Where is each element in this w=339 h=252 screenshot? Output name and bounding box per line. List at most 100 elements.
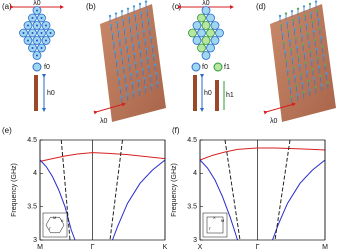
pin-head	[308, 41, 311, 44]
panel-label: (e)	[2, 126, 12, 135]
pin-head	[144, 0, 148, 3]
pin-head	[146, 9, 149, 12]
unit-cell	[206, 43, 215, 53]
h1-label: h1	[226, 92, 234, 99]
pin-head	[285, 59, 288, 63]
pin-head	[128, 16, 131, 19]
h0-label: h0	[47, 90, 55, 97]
pin-head	[284, 12, 288, 15]
dispersion-curve	[199, 159, 238, 241]
pin-head	[120, 48, 123, 51]
pin-head	[125, 84, 128, 87]
pin-head	[147, 65, 151, 69]
pin-head	[138, 2, 142, 6]
plot-frame	[39, 139, 166, 241]
unit-cell	[201, 21, 211, 30]
f1-label: f1	[224, 64, 230, 71]
resonator	[191, 62, 201, 72]
pin-head	[153, 63, 157, 66]
pin-head	[288, 39, 292, 42]
inset-label: X	[213, 215, 216, 220]
pin-head	[128, 63, 131, 67]
y-tick-label: 3	[33, 237, 37, 244]
inset-label: K	[61, 218, 64, 223]
pin-head	[121, 57, 124, 60]
pin-head	[301, 82, 304, 85]
pin	[36, 24, 38, 27]
rod	[34, 75, 38, 111]
rod	[215, 80, 219, 111]
unit-cell	[188, 28, 197, 38]
pin-head	[292, 19, 295, 22]
pin	[40, 17, 43, 19]
pin-head	[320, 36, 323, 39]
hex-lattice	[19, 6, 55, 60]
panel-label: (d)	[256, 2, 266, 11]
pin-head	[138, 41, 141, 44]
pin-head	[303, 52, 306, 55]
f0-label: f0	[202, 64, 208, 71]
y-axis-label: Frequency (GHz)	[11, 163, 18, 217]
pin-head	[295, 84, 298, 87]
pin-head	[281, 32, 284, 36]
unit-cell	[197, 43, 206, 53]
pin-head	[311, 20, 314, 24]
pin-head	[112, 41, 116, 45]
pin-head	[135, 70, 139, 74]
dispersion-curve	[39, 159, 76, 241]
pin-head	[290, 48, 293, 51]
pin-head	[120, 10, 124, 13]
pin-head	[140, 59, 143, 62]
pin-head	[155, 72, 158, 75]
pin-head	[299, 73, 303, 76]
pin-head	[114, 50, 117, 54]
pin-head	[141, 20, 144, 24]
pin-head	[141, 68, 145, 71]
brillouin-zone	[206, 216, 224, 234]
y-tick-label: 4.5	[27, 137, 37, 144]
pin-head	[132, 43, 135, 46]
pin-head	[319, 74, 322, 78]
pin-head	[294, 37, 298, 40]
pin-head	[116, 68, 120, 72]
x-tick-label: M	[322, 244, 328, 251]
unit-cell	[201, 36, 211, 45]
dispersion-curve	[224, 139, 241, 241]
pin-head	[130, 34, 134, 37]
pin-head	[323, 63, 327, 66]
pin	[22, 32, 25, 34]
pin	[36, 9, 38, 12]
pin-head	[305, 70, 309, 74]
pin-head	[302, 5, 306, 8]
resonator	[32, 62, 42, 72]
pin-head	[115, 59, 118, 63]
inset-label: M	[53, 215, 56, 220]
f0-label: f0	[44, 64, 50, 71]
dispersion-curve	[60, 139, 71, 241]
pin	[31, 32, 34, 34]
pin-head	[308, 88, 311, 92]
pin-head	[286, 21, 289, 24]
pin-head	[146, 56, 149, 60]
pin-head	[134, 14, 137, 17]
unit-cell	[210, 36, 220, 45]
pin-head	[300, 34, 304, 37]
square-lattice	[188, 6, 224, 60]
pin-head	[302, 43, 305, 46]
dispersion-curve	[109, 139, 123, 241]
pin-head	[151, 45, 154, 48]
pin-head	[116, 21, 119, 24]
pin-array	[278, 0, 329, 103]
pin-head	[280, 23, 283, 27]
x-tick-label: X	[198, 244, 203, 251]
pin-head	[309, 50, 312, 53]
pin-head	[126, 7, 130, 10]
pin-head	[306, 32, 310, 35]
pin-head	[152, 54, 155, 57]
pin-head	[293, 28, 296, 31]
pin-head	[315, 47, 318, 51]
pin-head	[298, 16, 301, 19]
pin-head	[286, 68, 289, 72]
unit-cell	[197, 28, 206, 38]
